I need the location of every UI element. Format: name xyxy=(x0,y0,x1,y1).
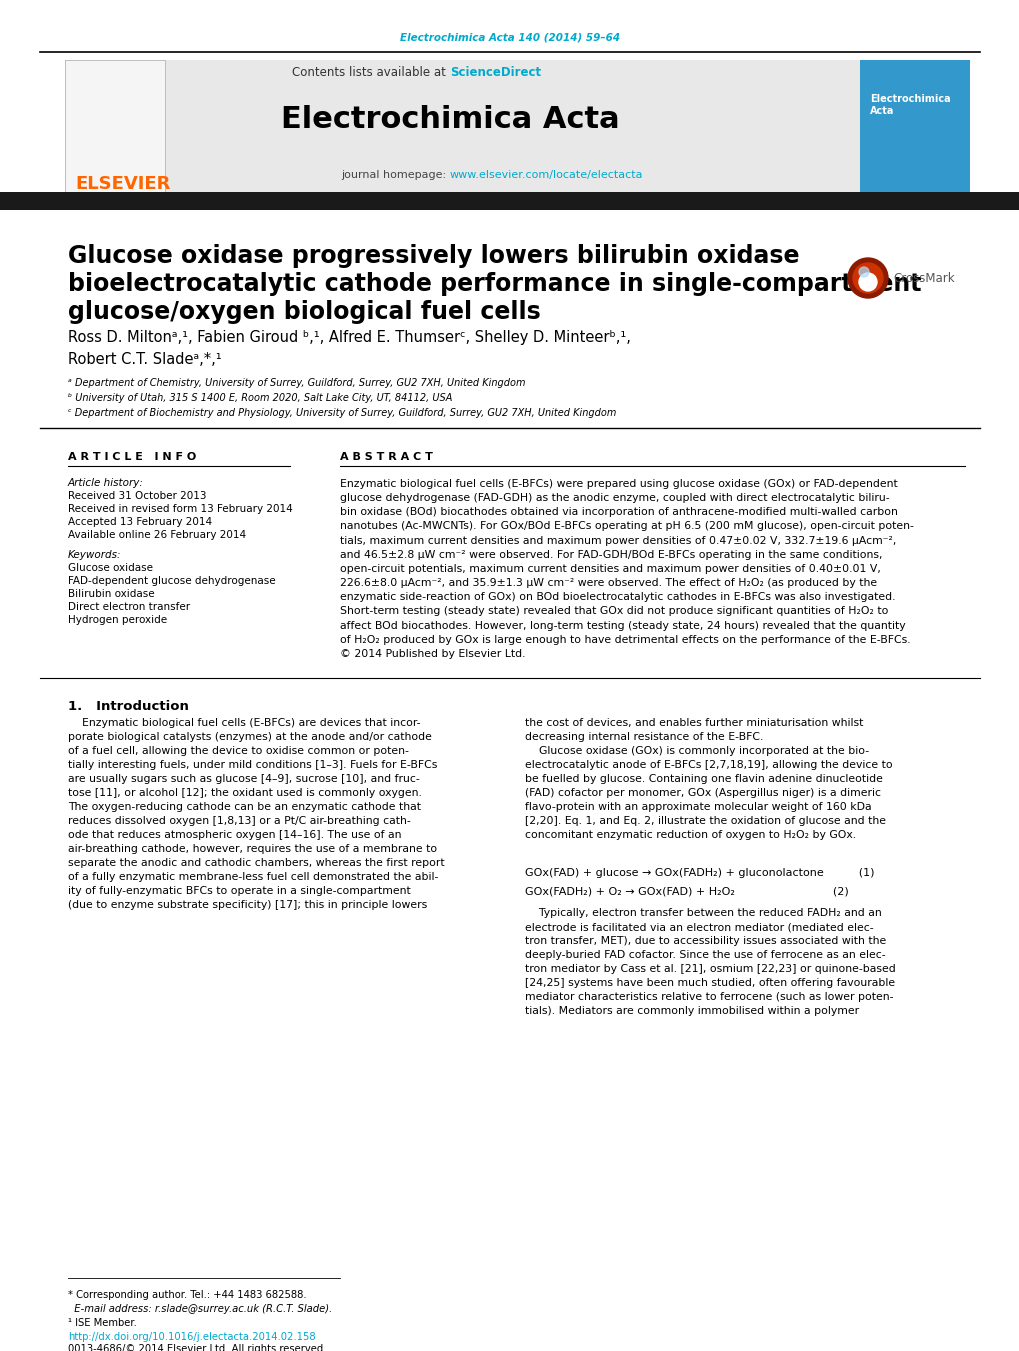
Text: GOx(FAD) + glucose → GOx(FADH₂) + gluconolactone          (1): GOx(FAD) + glucose → GOx(FADH₂) + glucon… xyxy=(525,867,873,878)
Text: ᶜ Department of Biochemistry and Physiology, University of Surrey, Guildford, Su: ᶜ Department of Biochemistry and Physiol… xyxy=(68,408,615,417)
Circle shape xyxy=(858,273,876,290)
Text: Enzymatic biological fuel cells (E-BFCs) are devices that incor-
porate biologic: Enzymatic biological fuel cells (E-BFCs)… xyxy=(68,717,444,911)
Text: GOx(FADH₂) + O₂ → GOx(FAD) + H₂O₂                            (2): GOx(FADH₂) + O₂ → GOx(FAD) + H₂O₂ (2) xyxy=(525,886,848,896)
Text: Hydrogen peroxide: Hydrogen peroxide xyxy=(68,615,167,626)
Bar xyxy=(859,59,969,195)
Text: Electrochimica
Acta: Electrochimica Acta xyxy=(869,93,950,116)
Text: journal homepage:: journal homepage: xyxy=(341,170,449,180)
Text: Glucose oxidase progressively lowers bilirubin oxidase
bioelectrocatalytic catho: Glucose oxidase progressively lowers bil… xyxy=(68,245,920,324)
Bar xyxy=(65,59,859,195)
Text: ScienceDirect: ScienceDirect xyxy=(449,66,541,80)
Text: ᵃ Department of Chemistry, University of Surrey, Guildford, Surrey, GU2 7XH, Uni: ᵃ Department of Chemistry, University of… xyxy=(68,378,525,388)
Text: Direct electron transfer: Direct electron transfer xyxy=(68,603,190,612)
Text: Bilirubin oxidase: Bilirubin oxidase xyxy=(68,589,155,598)
Text: the cost of devices, and enables further miniaturisation whilst
decreasing inter: the cost of devices, and enables further… xyxy=(525,717,892,840)
Text: Keywords:: Keywords: xyxy=(68,550,121,561)
Text: Electrochimica Acta 140 (2014) 59–64: Electrochimica Acta 140 (2014) 59–64 xyxy=(399,32,620,43)
Bar xyxy=(0,192,1019,209)
Circle shape xyxy=(858,267,868,277)
Text: 1.   Introduction: 1. Introduction xyxy=(68,700,189,713)
Text: Robert C.T. Sladeᵃ,*,¹: Robert C.T. Sladeᵃ,*,¹ xyxy=(68,353,221,367)
Text: Ross D. Miltonᵃ,¹, Fabien Giroud ᵇ,¹, Alfred E. Thumserᶜ, Shelley D. Minteerᵇ,¹,: Ross D. Miltonᵃ,¹, Fabien Giroud ᵇ,¹, Al… xyxy=(68,330,631,345)
Text: * Corresponding author. Tel.: +44 1483 682588.: * Corresponding author. Tel.: +44 1483 6… xyxy=(68,1290,307,1300)
Text: Received 31 October 2013: Received 31 October 2013 xyxy=(68,490,206,501)
Bar xyxy=(65,59,165,195)
Text: A B S T R A C T: A B S T R A C T xyxy=(339,453,432,462)
Text: E-mail address: r.slade@surrey.ac.uk (R.C.T. Slade).: E-mail address: r.slade@surrey.ac.uk (R.… xyxy=(68,1304,332,1315)
Text: Article history:: Article history: xyxy=(68,478,144,488)
Text: A R T I C L E   I N F O: A R T I C L E I N F O xyxy=(68,453,196,462)
Text: ᵇ University of Utah, 315 S 1400 E, Room 2020, Salt Lake City, UT, 84112, USA: ᵇ University of Utah, 315 S 1400 E, Room… xyxy=(68,393,452,403)
Text: FAD-dependent glucose dehydrogenase: FAD-dependent glucose dehydrogenase xyxy=(68,576,275,586)
Text: 0013-4686/© 2014 Elsevier Ltd. All rights reserved.: 0013-4686/© 2014 Elsevier Ltd. All right… xyxy=(68,1344,326,1351)
Text: ¹ ISE Member.: ¹ ISE Member. xyxy=(68,1319,137,1328)
Text: Electrochimica Acta: Electrochimica Acta xyxy=(280,105,619,135)
Text: Glucose oxidase: Glucose oxidase xyxy=(68,563,153,573)
Text: http://dx.doi.org/10.1016/j.electacta.2014.02.158: http://dx.doi.org/10.1016/j.electacta.20… xyxy=(68,1332,315,1342)
Text: Enzymatic biological fuel cells (E-BFCs) were prepared using glucose oxidase (GO: Enzymatic biological fuel cells (E-BFCs)… xyxy=(339,480,913,659)
Circle shape xyxy=(847,258,888,299)
Text: CrossMark: CrossMark xyxy=(892,272,954,285)
Text: Typically, electron transfer between the reduced FADH₂ and an
electrode is facil: Typically, electron transfer between the… xyxy=(525,908,895,1016)
Text: Received in revised form 13 February 2014: Received in revised form 13 February 201… xyxy=(68,504,292,513)
Text: Contents lists available at: Contents lists available at xyxy=(292,66,449,80)
Circle shape xyxy=(852,263,882,293)
Text: Accepted 13 February 2014: Accepted 13 February 2014 xyxy=(68,517,212,527)
Text: ELSEVIER: ELSEVIER xyxy=(75,176,170,193)
Text: www.elsevier.com/locate/electacta: www.elsevier.com/locate/electacta xyxy=(449,170,643,180)
Text: Available online 26 February 2014: Available online 26 February 2014 xyxy=(68,530,246,540)
